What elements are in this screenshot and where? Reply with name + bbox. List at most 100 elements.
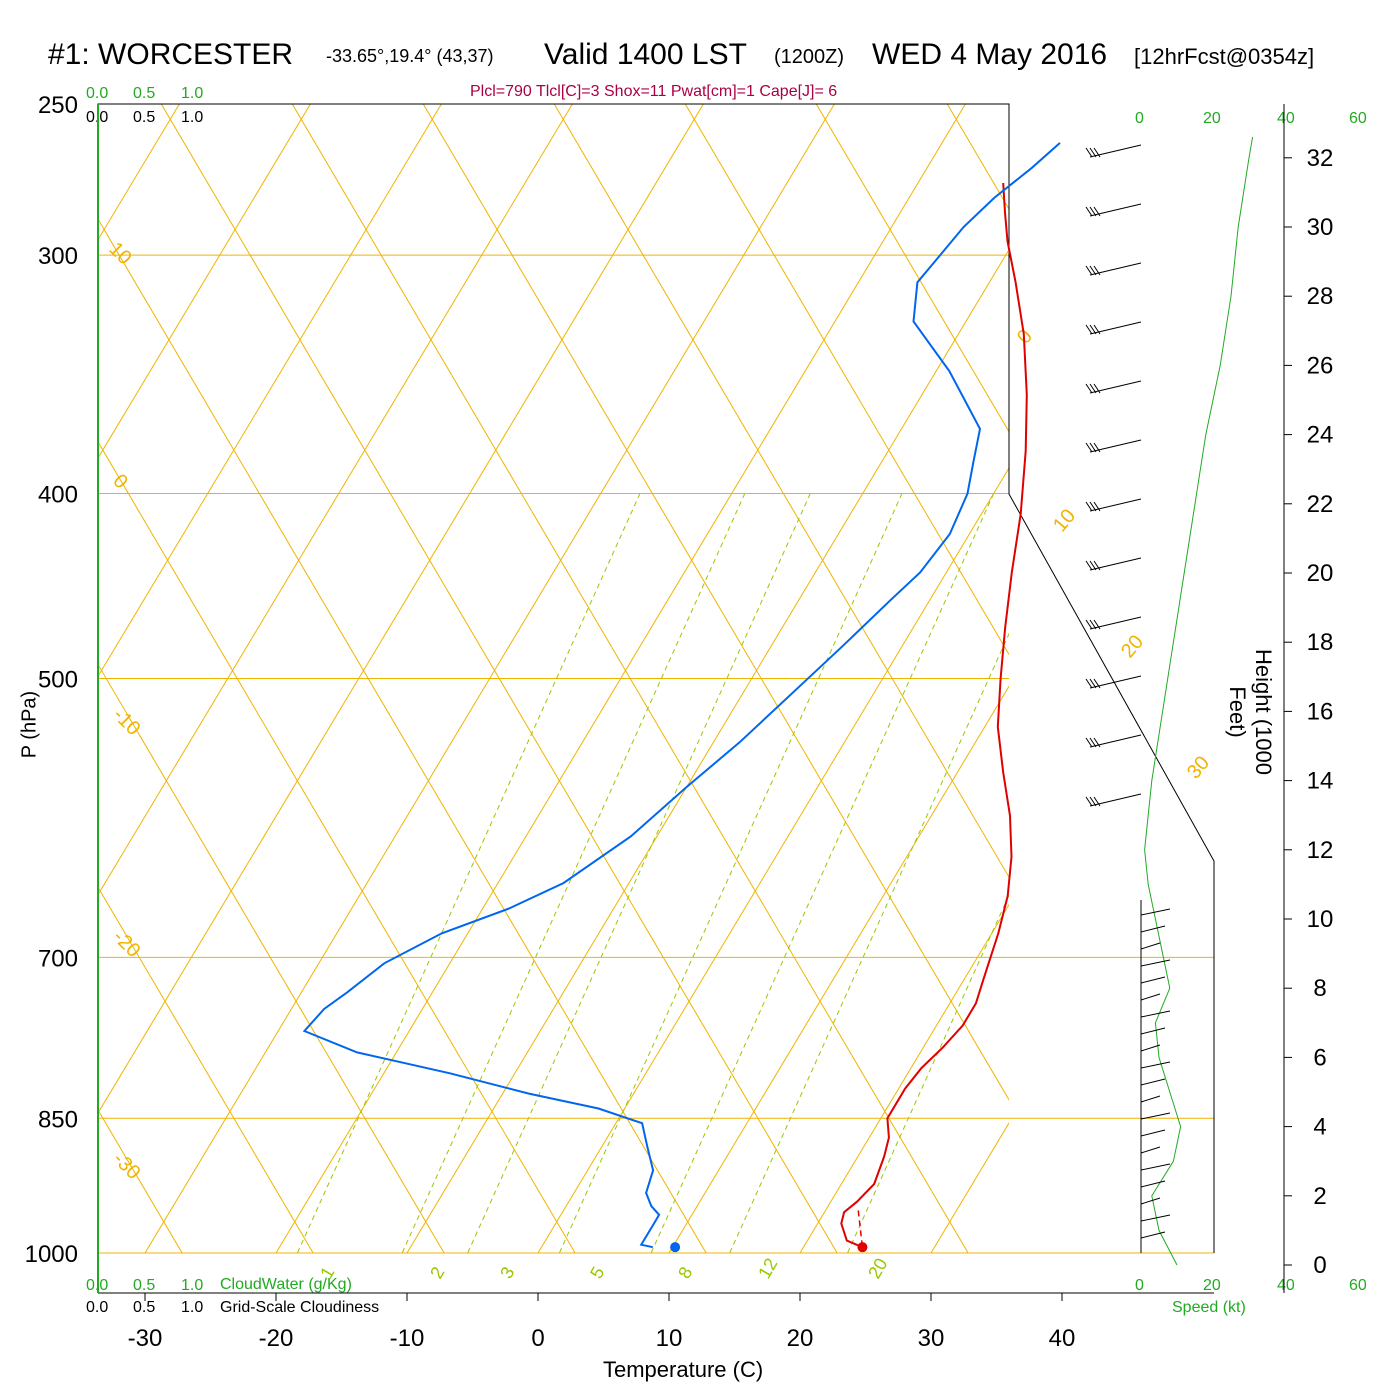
- wind-barb: [1140, 1061, 1171, 1069]
- cloudiness-tick: 1.0: [181, 109, 204, 126]
- isotherm-line: [0, 0, 28, 1332]
- adiabat-line: [763, 0, 1400, 1332]
- pressure-tick-label: 400: [38, 482, 78, 509]
- height-tick-label: 32: [1307, 145, 1334, 172]
- height-tick-label: 28: [1307, 283, 1334, 310]
- isotherm-label: 0: [108, 470, 131, 493]
- isotherm-line: [275, 104, 966, 1253]
- wind-barb: [1140, 1214, 1171, 1222]
- wind-barb-feather: [1089, 619, 1097, 630]
- cloudwater-tick: 1.0: [181, 1277, 204, 1294]
- x-tick-label: 20: [787, 1325, 814, 1352]
- wind-barb: [1140, 1112, 1171, 1120]
- x-tick-label: 40: [1049, 1325, 1076, 1352]
- plot-frame: [97, 103, 1215, 1293]
- temperature-line: [840, 182, 1028, 1249]
- wind-barb-feather: [1085, 147, 1093, 158]
- isotherm-label: -30: [108, 1148, 144, 1184]
- speed-label: Speed (kt): [1172, 1299, 1246, 1316]
- pressure-tick-label: 700: [38, 945, 78, 972]
- valid-time: Valid 1400 LST: [544, 38, 747, 71]
- x-tick-label: -30: [128, 1325, 163, 1352]
- wind-barb-feather: [1093, 147, 1101, 158]
- wind-barb-feather: [1085, 619, 1093, 630]
- wind-barb-feather: [1089, 560, 1097, 571]
- adiabat-line: [684, 104, 1009, 656]
- wind-barb-feather: [1089, 737, 1097, 748]
- isotherm-line: [98, 104, 311, 459]
- speed-tick: 60: [1349, 110, 1367, 127]
- wind-barb-feather: [1089, 383, 1097, 394]
- height-tick-label: 12: [1307, 837, 1334, 864]
- mixing-ratio-label: 20: [864, 1255, 891, 1282]
- wind-barb: [1089, 616, 1142, 630]
- wind-barb-feather: [1085, 678, 1093, 689]
- cloudiness-tick: 0.5: [133, 109, 156, 126]
- wind-barb-feather: [1093, 501, 1101, 512]
- mixing-ratio-label: 2: [426, 1263, 448, 1282]
- isotherm-label: 30: [1183, 752, 1214, 783]
- isotherm-line: [98, 104, 573, 896]
- wind-barb: [1140, 993, 1161, 1001]
- adiabat-line: [815, 104, 1009, 433]
- isotherm-line: [1015, 0, 1400, 1332]
- wind-barb-feather: [1085, 501, 1093, 512]
- isotherm-line: [144, 104, 835, 1253]
- wind-barb-feather: [1085, 442, 1093, 453]
- x-tick-label: 0: [531, 1325, 544, 1352]
- station-title: #1: WORCESTER: [48, 38, 294, 71]
- cloudwater-tick: 0.5: [133, 1277, 156, 1294]
- wind-barb-feather: [1089, 206, 1097, 217]
- wind-barb: [1140, 959, 1171, 967]
- wind-barb-feather: [1089, 147, 1097, 158]
- mixing-ratio-line: [847, 893, 1009, 1253]
- pressure-tick-label: 1000: [25, 1241, 78, 1268]
- wind-barb: [1140, 1163, 1171, 1171]
- wind-barb: [1140, 925, 1166, 933]
- wind-barb-feather: [1089, 796, 1097, 807]
- adiabat-line: [98, 663, 445, 1253]
- wind-barb: [1089, 557, 1142, 571]
- adiabat-line: [291, 104, 969, 1253]
- wind-barb: [1140, 1231, 1166, 1239]
- isotherm-line: [1277, 0, 1400, 1332]
- wind-barb-feather: [1085, 737, 1093, 748]
- wind-barb-feather: [1093, 383, 1101, 394]
- height-tick-label: 6: [1313, 1044, 1326, 1071]
- adiabat-line: [98, 1108, 183, 1253]
- speed-tick: 40: [1277, 110, 1295, 127]
- wind-barb-feather: [1093, 265, 1101, 276]
- mixing-ratio-label: 8: [674, 1263, 696, 1282]
- station-coords: -33.65°,19.4° (43,37): [326, 46, 494, 66]
- adiabat-line: [1025, 0, 1400, 1332]
- isotherm-label: 10: [104, 238, 135, 269]
- speed-tick: 0: [1135, 110, 1144, 127]
- surface-temperature-point: [857, 1242, 868, 1253]
- height-tick-label: 24: [1307, 422, 1334, 449]
- wind-barb: [1140, 1095, 1161, 1103]
- adiabat-line: [632, 0, 1400, 1332]
- mixing-ratio-line: [296, 493, 641, 1253]
- isotherm-line: [537, 467, 1009, 1253]
- x-tick-label: -10: [390, 1325, 425, 1352]
- wind-barb-feather: [1089, 324, 1097, 335]
- height-tick-label: 30: [1307, 214, 1334, 241]
- height-tick-label: 22: [1307, 491, 1334, 518]
- wind-barb-feather: [1085, 265, 1093, 276]
- isotherm-line: [406, 248, 1009, 1253]
- pressure-tick-label: 300: [38, 243, 78, 270]
- mixing-ratio-line: [650, 493, 995, 1253]
- isotherm-line: [98, 104, 180, 241]
- wind-barb: [1140, 1180, 1166, 1188]
- pressure-tick-label: 250: [38, 92, 78, 119]
- mixing-ratio-line: [729, 632, 1009, 1253]
- pressure-tick-label: 500: [38, 667, 78, 694]
- isotherm-label: 10: [1049, 505, 1080, 536]
- speed-tick: 0: [1135, 1277, 1144, 1294]
- mixing-ratio-label: 5: [586, 1263, 608, 1282]
- x-tick-label: 10: [656, 1325, 683, 1352]
- wind-barb-feather: [1089, 265, 1097, 276]
- mixing-ratio-line: [401, 493, 746, 1253]
- adiabat-line: [1156, 0, 1400, 1332]
- isotherm-line: [799, 903, 1009, 1253]
